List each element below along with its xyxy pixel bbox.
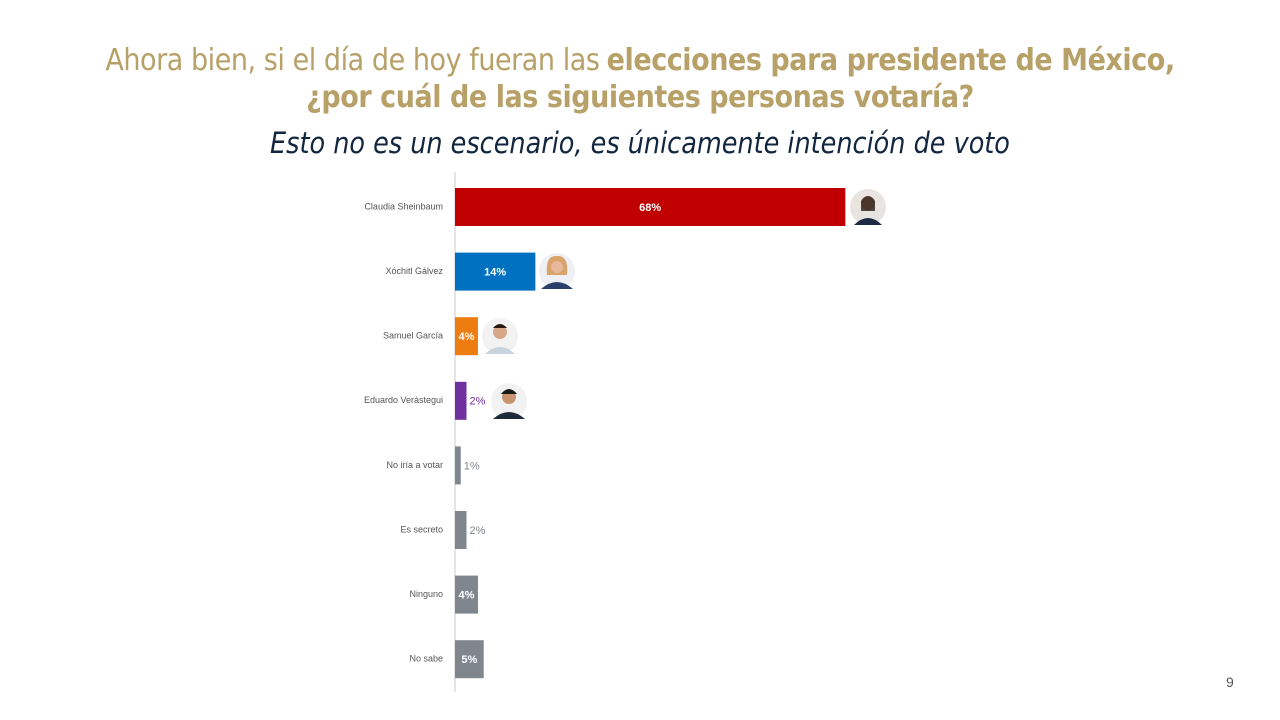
bar — [455, 381, 467, 420]
bar — [455, 188, 846, 226]
value-label: 2% — [469, 396, 485, 408]
title-regular: Ahora bien, si el día de hoy fueran las — [105, 43, 600, 78]
photo — [850, 189, 886, 225]
title-emphasis: ¿por cuál de las siguientes personas vot… — [306, 80, 974, 115]
title-emphasis: elecciones para presidente de México, — [606, 43, 1175, 78]
bar — [455, 575, 478, 614]
value-label: 2% — [469, 525, 485, 537]
value-label: 68% — [639, 202, 661, 214]
photo — [482, 318, 518, 354]
title: Ahora bien, si el día de hoy fueran las e… — [64, 42, 1216, 116]
category-label: Ninguno — [409, 589, 443, 599]
bar — [455, 317, 478, 356]
category-label: Eduardo Verástegui — [364, 395, 443, 405]
category-label: Samuel García — [383, 331, 443, 341]
category-label: Xóchitl Gálvez — [385, 266, 443, 276]
category-label: No iría a votar — [386, 460, 443, 470]
category-label: Claudia Sheinbaum — [364, 201, 443, 211]
category-label: Es secreto — [400, 524, 443, 534]
bar — [455, 640, 484, 679]
bar — [455, 252, 536, 291]
page-number: 9 — [1226, 674, 1234, 690]
value-label: 4% — [459, 331, 475, 343]
category-label: No sabe — [409, 654, 443, 664]
bar — [455, 511, 467, 549]
value-label: 1% — [464, 460, 480, 472]
photo — [539, 253, 575, 289]
value-label: 14% — [484, 267, 506, 279]
value-label: 5% — [461, 654, 477, 666]
value-label: 4% — [459, 590, 475, 602]
subtitle: Esto no es un escenario, es únicamente i… — [270, 126, 1010, 160]
photo — [491, 383, 527, 419]
bar — [455, 446, 461, 485]
